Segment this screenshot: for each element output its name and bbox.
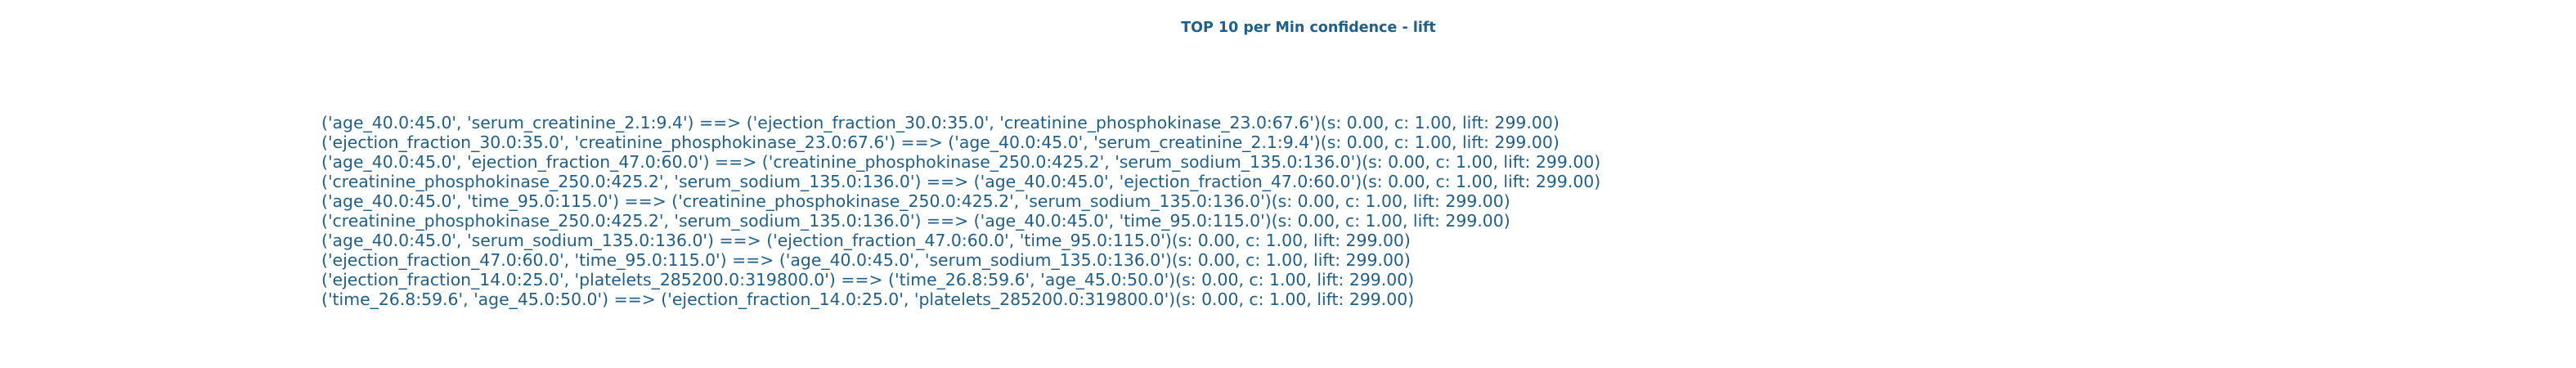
rule-list: ('age_40.0:45.0', 'serum_creatinine_2.1:… (321, 113, 1600, 309)
rule-row: ('age_40.0:45.0', 'serum_creatinine_2.1:… (321, 113, 1560, 132)
rule-row: ('age_40.0:45.0', 'ejection_fraction_47.… (321, 152, 1601, 172)
rule-row: ('ejection_fraction_30.0:35.0', 'creatin… (321, 132, 1560, 152)
rule-row: ('creatinine_phosphokinase_250.0:425.2',… (321, 172, 1601, 191)
rule-row: ('creatinine_phosphokinase_250.0:425.2',… (321, 211, 1510, 231)
rule-row: ('time_26.8:59.6', 'age_45.0:50.0') ==> … (321, 289, 1415, 309)
rule-row: ('ejection_fraction_47.0:60.0', 'time_95… (321, 250, 1411, 270)
rule-row: ('age_40.0:45.0', 'serum_sodium_135.0:13… (321, 231, 1411, 250)
chart-title: TOP 10 per Min confidence - lift (1181, 20, 1436, 36)
rule-row: ('age_40.0:45.0', 'time_95.0:115.0') ==>… (321, 191, 1510, 211)
rule-row: ('ejection_fraction_14.0:25.0', 'platele… (321, 270, 1415, 289)
